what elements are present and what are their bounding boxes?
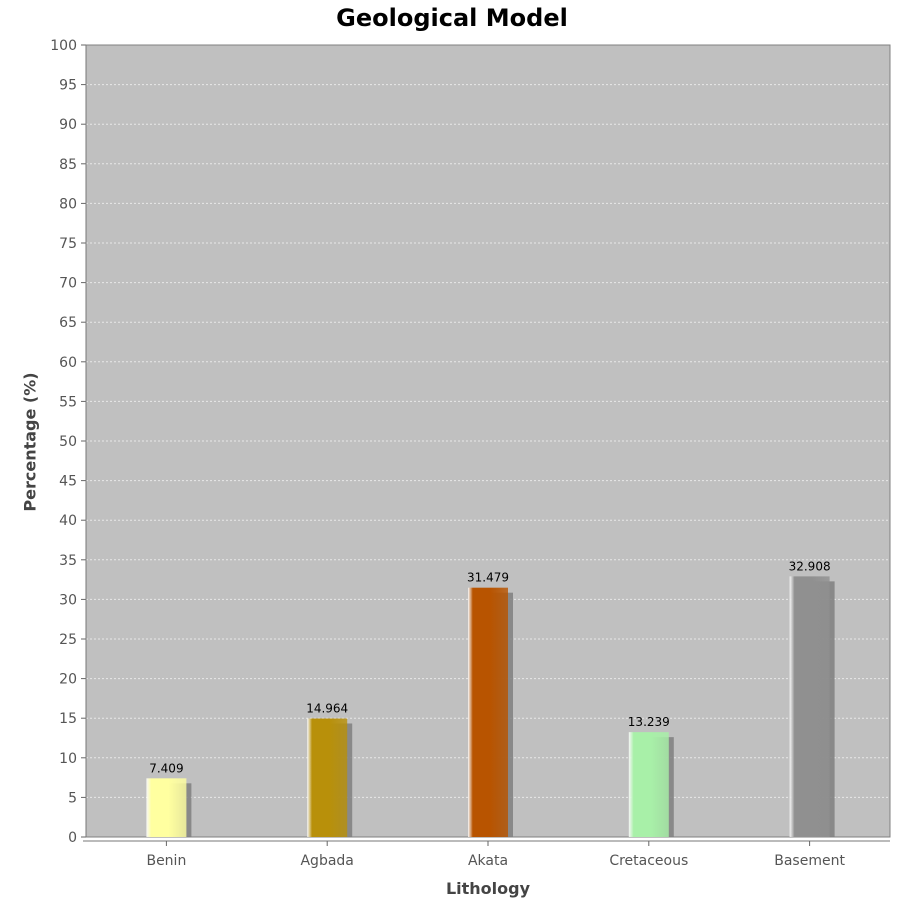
y-tick-label: 15 [59, 711, 77, 727]
y-tick-label: 10 [59, 751, 77, 767]
y-tick-label: 45 [59, 474, 77, 490]
y-tick-label: 70 [59, 276, 77, 292]
y-axis-label: Percentage (%) [20, 372, 40, 512]
y-tick-label: 0 [68, 830, 77, 846]
x-tick-label: Agbada [300, 853, 353, 869]
y-tick-label: 20 [59, 672, 77, 688]
y-tick-label: 75 [59, 236, 77, 252]
bar [628, 732, 669, 837]
y-tick-label: 5 [68, 790, 77, 806]
y-tick-label: 25 [59, 632, 77, 648]
x-axis-label: Lithology [445, 879, 531, 898]
bar [468, 587, 508, 837]
bar [307, 718, 348, 837]
data-label: 7.409 [149, 761, 183, 775]
y-tick-label: 80 [59, 196, 77, 212]
data-label: 14.964 [306, 701, 348, 715]
x-tick-label: Basement [774, 853, 845, 869]
x-tick-label: Cretaceous [609, 853, 688, 869]
data-label: 13.239 [628, 715, 670, 729]
y-tick-label: 95 [59, 78, 77, 94]
chart-title: Geological Model [336, 4, 568, 32]
y-tick-label: 40 [59, 513, 77, 529]
data-label: 32.908 [789, 559, 831, 573]
y-tick-label: 35 [59, 553, 77, 569]
bar [146, 778, 187, 837]
y-tick-label: 85 [59, 157, 77, 173]
x-tick-label: Benin [146, 853, 186, 869]
y-tick-label: 90 [59, 117, 77, 133]
y-tick-label: 65 [59, 315, 77, 331]
y-tick-label: 50 [59, 434, 77, 450]
y-tick-label: 60 [59, 355, 77, 371]
y-tick-label: 100 [50, 38, 77, 54]
x-tick-label: Akata [468, 853, 508, 869]
bar [789, 576, 830, 837]
data-label: 31.479 [467, 571, 509, 585]
y-tick-label: 30 [59, 592, 77, 608]
y-tick-label: 55 [59, 394, 77, 410]
